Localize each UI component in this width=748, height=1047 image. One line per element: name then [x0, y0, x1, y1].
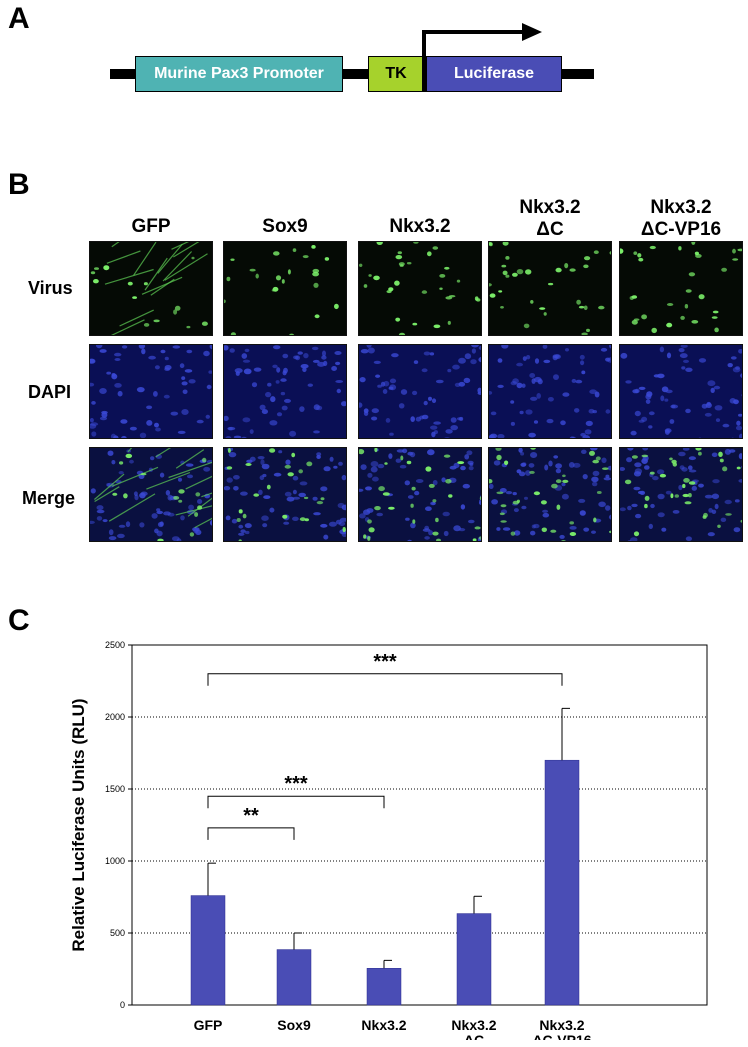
micrograph-virus [89, 241, 213, 336]
panel-a-letter: A [8, 2, 30, 35]
micrograph-virus [358, 241, 482, 336]
column-header-sox9: Sox9 [223, 216, 347, 238]
category-label: GFP [194, 1017, 223, 1033]
micrograph-virus [488, 241, 612, 336]
column-header-line2: ΔC [536, 219, 564, 240]
significance-label: ** [243, 805, 259, 827]
micrograph-virus [619, 241, 743, 336]
transcription-start-vertical [422, 30, 426, 92]
plot-frame [131, 644, 708, 1006]
transcription-start-horizontal [422, 30, 526, 34]
promoter-label: Murine Pax3 Promoter [154, 65, 324, 82]
micrograph-dapi [358, 344, 482, 439]
y-tick-label: 1500 [105, 784, 125, 794]
column-header-line1: Nkx3.2 [650, 197, 712, 218]
category-label-line2: ΔC [464, 1032, 484, 1040]
row-label-dapi: DAPI [28, 382, 72, 402]
column-header-line1: GFP [131, 216, 171, 237]
column-header-line1: Nkx3.2 [519, 197, 581, 218]
y-tick-label: 500 [110, 928, 125, 938]
column-header-nkx32: Nkx3.2 [358, 216, 482, 238]
row-label-merge: Merge [22, 488, 76, 508]
micrograph-dapi [223, 344, 347, 439]
y-tick-label: 0 [120, 1000, 125, 1010]
column-header-nkx32-dc: Nkx3.2 ΔC [488, 197, 612, 241]
category-label-line2: ΔC-VP16 [532, 1032, 591, 1040]
category-label: Sox9 [277, 1017, 311, 1033]
category-label: Nkx3.2 [361, 1017, 406, 1033]
micrograph-merge [488, 447, 612, 542]
tk-segment: TK [368, 56, 424, 92]
panel-c-letter: C [8, 604, 30, 637]
column-header-nkx32-dc-vp16: Nkx3.2 ΔC-VP16 [619, 197, 743, 241]
significance-label: *** [373, 651, 397, 673]
bar [544, 759, 580, 1006]
significance-bracket [207, 827, 295, 840]
column-header-gfp: GFP [89, 216, 213, 238]
micrograph-virus [223, 241, 347, 336]
tk-label: TK [385, 65, 407, 82]
bar [366, 968, 402, 1006]
row-label-virus: Virus [28, 278, 73, 298]
micrograph-dapi [488, 344, 612, 439]
luciferase-label: Luciferase [453, 65, 535, 82]
y-tick-label: 2000 [105, 712, 125, 722]
category-label: Nkx3.2 [539, 1017, 584, 1033]
luciferase-segment: Luciferase [426, 56, 562, 92]
micrograph-dapi [89, 344, 213, 439]
pax3-promoter-segment: Murine Pax3 Promoter [135, 56, 343, 92]
y-tick-label: 1000 [105, 856, 125, 866]
category-label: Nkx3.2 [451, 1017, 496, 1033]
column-header-line1: Sox9 [262, 216, 308, 237]
dna-backbone [110, 69, 594, 79]
significance-bracket [207, 673, 563, 686]
micrograph-merge [223, 447, 347, 542]
column-header-line2: ΔC-VP16 [640, 219, 722, 240]
bar [276, 949, 312, 1006]
micrograph-merge [619, 447, 743, 542]
bar [190, 895, 226, 1006]
transcription-arrowhead-icon [522, 23, 542, 41]
y-axis-label: Relative Luciferase Units (RLU) [70, 698, 88, 951]
bar [456, 913, 492, 1006]
panel-b-letter: B [8, 168, 30, 201]
chart-svg: 0 500 1000 1500 2000 2500 Relative Luciferase … [69, 640, 708, 1047]
y-tick-label: 2500 [105, 640, 125, 650]
micrograph-merge [358, 447, 482, 542]
significance-bracket [207, 795, 385, 809]
significance-label: *** [284, 773, 308, 795]
micrograph-dapi [619, 344, 743, 439]
luciferase-bar-chart: 0 500 1000 1500 2000 2500 Relative Luciferase … [69, 630, 740, 1047]
micrograph-merge [89, 447, 213, 542]
column-header-line1: Nkx3.2 [389, 216, 451, 237]
